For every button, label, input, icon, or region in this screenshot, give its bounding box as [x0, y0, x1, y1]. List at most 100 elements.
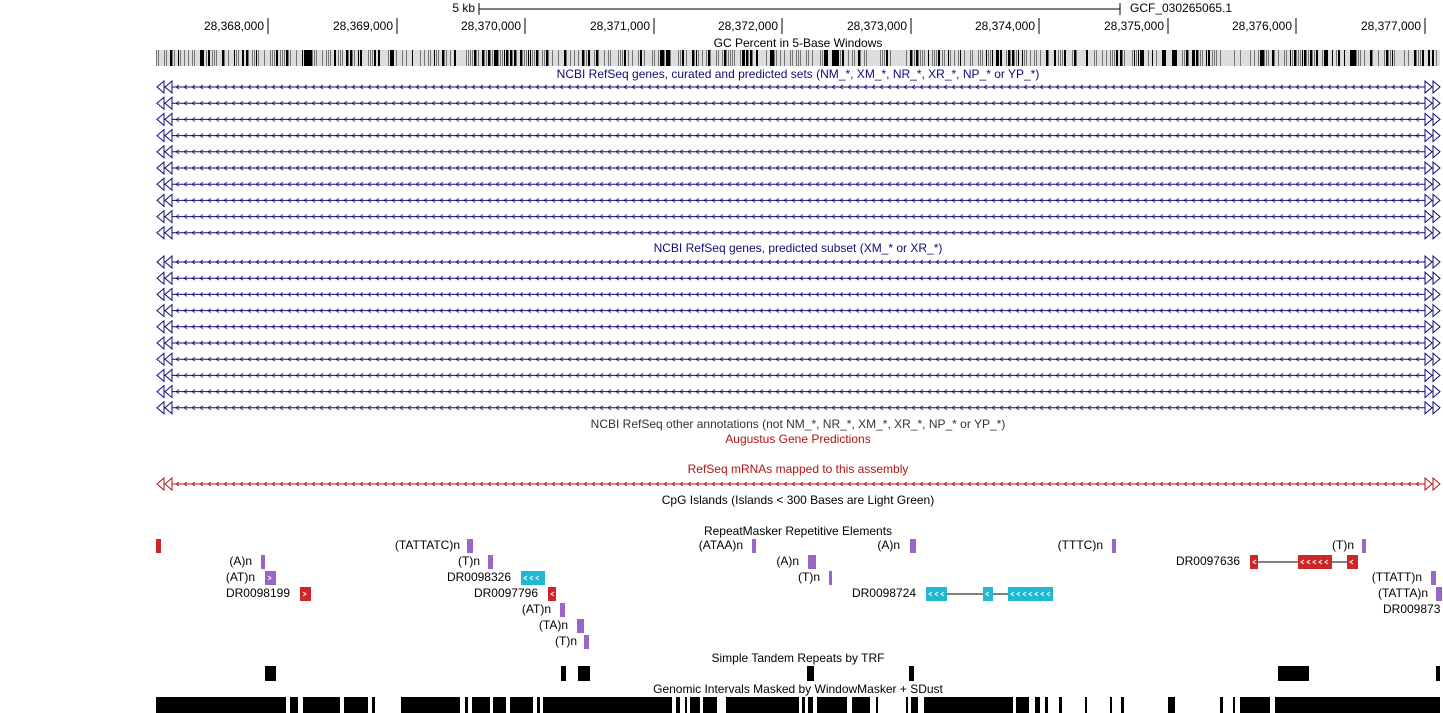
gc-stripe: [1194, 50, 1195, 66]
gc-stripe: [932, 50, 933, 66]
gc-stripe: [660, 50, 662, 66]
gc-stripe: [594, 50, 595, 66]
gc-stripe: [944, 50, 945, 66]
strand-chevron: [535, 575, 540, 581]
gc-stripe: [434, 50, 435, 66]
gc-stripe: [192, 50, 193, 66]
track-title: NCBI RefSeq other annotations (not NM_*,…: [591, 417, 1006, 431]
gc-stripe: [588, 50, 590, 66]
gc-stripe: [314, 50, 315, 66]
gc-stripe: [304, 50, 306, 66]
gc-stripe: [752, 50, 753, 66]
masked-interval: [1110, 697, 1112, 713]
gc-stripe: [1352, 50, 1354, 66]
tandem-repeat: [909, 666, 914, 681]
gc-stripe: [1102, 50, 1103, 66]
masked-interval: [1121, 697, 1124, 713]
gc-stripe: [1354, 50, 1356, 66]
gc-stripe: [1132, 50, 1133, 66]
gc-stripe: [1384, 50, 1385, 66]
gc-stripe: [488, 50, 490, 66]
repeat-element: [584, 635, 589, 649]
repeat-element: [1008, 587, 1053, 601]
scale-label: 5 kb: [452, 1, 475, 15]
gene-end: [1424, 177, 1441, 192]
gc-stripe: [316, 50, 317, 66]
gc-stripe: [486, 50, 487, 66]
gc-stripe: [1174, 50, 1176, 66]
gc-stripe: [848, 50, 849, 66]
masked-interval: [808, 697, 813, 713]
gc-stripe: [1250, 50, 1251, 66]
gc-stripe: [286, 50, 288, 66]
repeat-label: (A)n: [776, 554, 799, 568]
gc-stripe: [1212, 50, 1213, 66]
gc-stripe: [1134, 50, 1135, 66]
gc-stripe: [1298, 50, 1299, 66]
gc-stripe: [886, 50, 888, 66]
gc-stripe: [820, 50, 821, 66]
gc-stripe: [498, 50, 499, 66]
gc-stripe: [960, 50, 961, 66]
gc-stripe: [680, 50, 681, 66]
track-title: Genomic Intervals Masked by WindowMasker…: [653, 682, 943, 696]
gc-stripe: [822, 50, 823, 66]
repeat-label: (TATTA)n: [1378, 586, 1428, 600]
repeat-label: (T)n: [458, 554, 480, 568]
gc-stripe: [502, 50, 503, 66]
gc-stripe: [890, 50, 891, 66]
gc-stripe: [716, 50, 717, 66]
gc-stripe: [1308, 50, 1309, 66]
gene-end: [1424, 209, 1441, 224]
gc-stripe: [776, 50, 777, 66]
gc-stripe: [412, 50, 413, 66]
gc-stripe: [726, 50, 727, 66]
repeat-element: [1250, 555, 1258, 569]
gc-stripe: [936, 50, 937, 66]
gc-stripe: [454, 50, 456, 66]
gc-stripe: [744, 50, 745, 66]
gc-stripe: [206, 50, 207, 66]
gc-stripe: [178, 50, 179, 66]
gc-stripe: [1306, 50, 1307, 66]
gc-stripe: [732, 50, 733, 66]
masked-interval: [510, 697, 533, 713]
gc-stripe: [1138, 50, 1139, 66]
gc-stripe: [180, 50, 181, 66]
gc-stripe: [1140, 50, 1142, 66]
gc-stripe: [270, 50, 271, 66]
gene-end: [156, 193, 173, 208]
strand-chevron: [1252, 559, 1257, 565]
gc-stripe: [340, 50, 341, 66]
gc-stripe: [246, 50, 248, 66]
gc-stripe: [1254, 50, 1255, 66]
gc-stripe: [954, 50, 955, 66]
gc-stripe: [750, 50, 752, 66]
gc-stripe: [358, 50, 359, 66]
gc-stripe: [1364, 50, 1365, 66]
gene-strand: [175, 308, 1420, 313]
gc-stripe: [1106, 50, 1107, 66]
strand-chevron: [1300, 559, 1305, 565]
strand-chevron: [267, 575, 272, 581]
gc-stripe: [610, 50, 611, 66]
tandem-repeat: [561, 666, 566, 681]
gene-strand: [175, 324, 1420, 330]
masked-interval: [303, 697, 340, 713]
gc-stripe: [532, 50, 533, 66]
gc-stripe: [1304, 50, 1306, 66]
gc-stripe: [296, 50, 297, 66]
gc-stripe: [668, 50, 670, 66]
strand-chevron: [1022, 591, 1027, 597]
gene-strand: [175, 275, 1420, 281]
gc-stripe: [662, 50, 664, 66]
gc-stripe: [444, 50, 445, 66]
gc-stripe: [950, 50, 951, 66]
gc-stripe: [1010, 50, 1011, 66]
gc-stripe: [1292, 50, 1293, 66]
gc-stripe: [424, 50, 425, 66]
gc-stripe: [228, 50, 229, 66]
gc-stripe: [970, 50, 971, 66]
gc-stripe: [1114, 50, 1115, 66]
gc-stripe: [582, 50, 584, 66]
